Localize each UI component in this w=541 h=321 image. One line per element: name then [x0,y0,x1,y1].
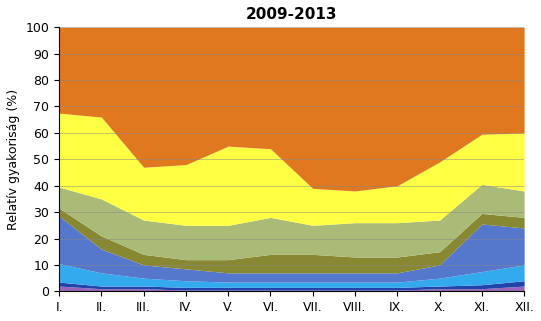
Title: 2009-2013: 2009-2013 [246,7,338,22]
Y-axis label: Relatív gyakoriság (%): Relatív gyakoriság (%) [7,89,20,230]
